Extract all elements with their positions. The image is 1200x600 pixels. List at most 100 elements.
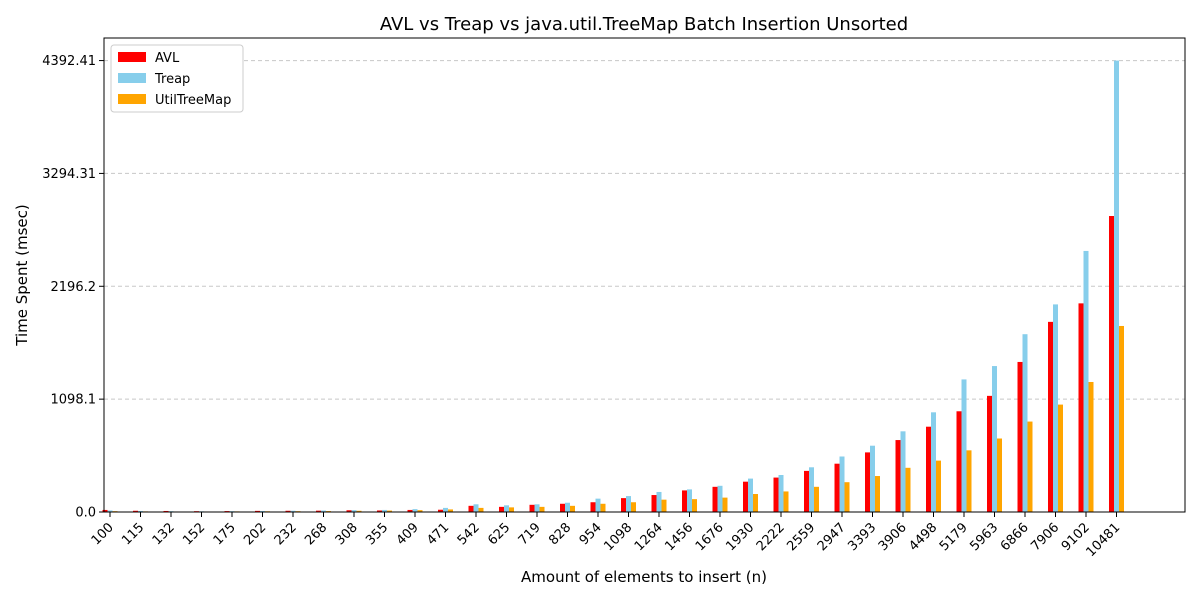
x-tick-label: 202 xyxy=(241,520,269,548)
bar-treap xyxy=(626,496,631,512)
legend: AVL Treap UtilTreeMap xyxy=(110,44,244,113)
bar-treap xyxy=(778,475,784,512)
x-axis-label: Amount of elements to insert (n) xyxy=(521,568,767,586)
y-axis-label: Time Spent (msec) xyxy=(13,204,31,347)
bar-utiltreemap xyxy=(1088,381,1094,512)
bar-avl xyxy=(804,470,809,512)
x-tick-label: 3393 xyxy=(845,520,879,554)
bar-utiltreemap xyxy=(753,494,758,512)
bar-treap xyxy=(1114,60,1119,512)
bar-avl xyxy=(773,477,779,512)
bar-utiltreemap xyxy=(509,507,514,512)
bar-avl xyxy=(895,440,901,512)
bar-utiltreemap xyxy=(722,497,728,512)
bar-avl xyxy=(1017,361,1023,512)
bar-treap xyxy=(839,456,845,512)
bar-utiltreemap xyxy=(997,438,1002,512)
bar-utiltreemap xyxy=(356,510,362,512)
x-tick-label: 1456 xyxy=(662,520,696,554)
bar-utiltreemap xyxy=(936,460,941,512)
bar-avl xyxy=(621,498,626,512)
x-tick-label: 2947 xyxy=(815,520,849,554)
x-tick-label: 2559 xyxy=(784,520,818,554)
bar-avl xyxy=(529,504,535,512)
grid-lines xyxy=(104,60,1185,400)
bar-avl xyxy=(163,510,169,512)
x-tick-label: 355 xyxy=(363,520,391,548)
legend-label-treap: Treap xyxy=(154,72,190,87)
y-tick-label: 1098.1 xyxy=(51,393,97,408)
bar-treap xyxy=(1053,304,1058,512)
bar-avl xyxy=(102,509,108,512)
bar-treap xyxy=(534,504,540,512)
bar-avl xyxy=(651,495,657,512)
bar-utiltreemap xyxy=(631,502,636,512)
bar-avl xyxy=(377,510,382,512)
bar-treap xyxy=(351,510,357,512)
bar-avl xyxy=(1109,216,1114,512)
bar-utiltreemap xyxy=(600,503,606,512)
bar-treap xyxy=(321,510,326,512)
x-tick-label: 5179 xyxy=(937,520,971,554)
bar-treap xyxy=(931,412,936,512)
bar-utiltreemap xyxy=(814,486,819,512)
bar-avl xyxy=(926,426,931,512)
legend-swatch-treap xyxy=(118,73,146,83)
bar-utiltreemap xyxy=(417,510,423,512)
bar-utiltreemap xyxy=(539,506,545,512)
x-tick-label: 268 xyxy=(302,520,330,548)
x-tick-label: 1098 xyxy=(601,520,635,554)
plot-frame xyxy=(103,37,1186,513)
x-tick-label: 175 xyxy=(211,520,239,548)
bar-avl xyxy=(682,490,687,512)
bar-treap xyxy=(595,498,601,512)
bar-treap xyxy=(290,510,296,512)
x-tick-label: 152 xyxy=(180,520,208,548)
bar-avl xyxy=(743,481,748,512)
x-tick-label: 5963 xyxy=(967,520,1001,554)
bar-utiltreemap xyxy=(783,491,789,512)
x-tick-label: 1264 xyxy=(632,520,666,554)
legend-label-utiltreemap: UtilTreeMap xyxy=(155,93,231,108)
x-tick-label: 2222 xyxy=(754,520,788,554)
x-tick-label: 1930 xyxy=(723,520,757,554)
x-tick-label: 828 xyxy=(546,520,574,548)
bar-avl xyxy=(255,510,260,512)
bar-avl xyxy=(590,502,596,512)
bar-treap xyxy=(992,366,997,512)
bar-utiltreemap xyxy=(570,505,575,512)
x-tick-label: 100 xyxy=(89,520,117,548)
legend-swatch-utiltreemap xyxy=(118,94,146,104)
bar-treap xyxy=(260,510,265,512)
bar-avl xyxy=(346,510,352,512)
bar-avl xyxy=(956,411,962,512)
x-tick-label: 232 xyxy=(272,520,300,548)
legend-label-avl: AVL xyxy=(155,51,180,66)
bar-treap xyxy=(900,431,906,512)
bar-treap xyxy=(412,509,418,512)
bar-avl xyxy=(834,463,840,512)
x-tick-label: 132 xyxy=(150,520,178,548)
legend-swatch-avl xyxy=(118,52,146,62)
bar-treap xyxy=(565,502,570,512)
bar-treap xyxy=(809,467,814,512)
x-tick-label: 542 xyxy=(455,520,483,548)
bar-avl xyxy=(987,395,992,512)
bar-avl xyxy=(407,509,413,512)
bar-treap xyxy=(107,510,113,512)
x-tick-label: 308 xyxy=(333,520,361,548)
x-axis-ticks: 100 115 132 152 175 202 232 268 308 355 409 471 542 6… xyxy=(89,512,1123,560)
bar-avl xyxy=(712,486,718,512)
x-tick-label: 409 xyxy=(394,520,422,548)
bar-utiltreemap xyxy=(478,507,484,512)
x-tick-label: 10481 xyxy=(1083,520,1123,560)
bar-avl xyxy=(499,506,504,512)
bar-treap xyxy=(1083,250,1089,512)
bar-avl xyxy=(468,505,474,512)
bar-utiltreemap xyxy=(387,510,392,512)
bar-treap xyxy=(687,489,692,512)
bars xyxy=(102,60,1124,512)
y-axis-ticks: 0.0 1098.1 2196.2 3294.31 4392.41 xyxy=(42,54,104,521)
